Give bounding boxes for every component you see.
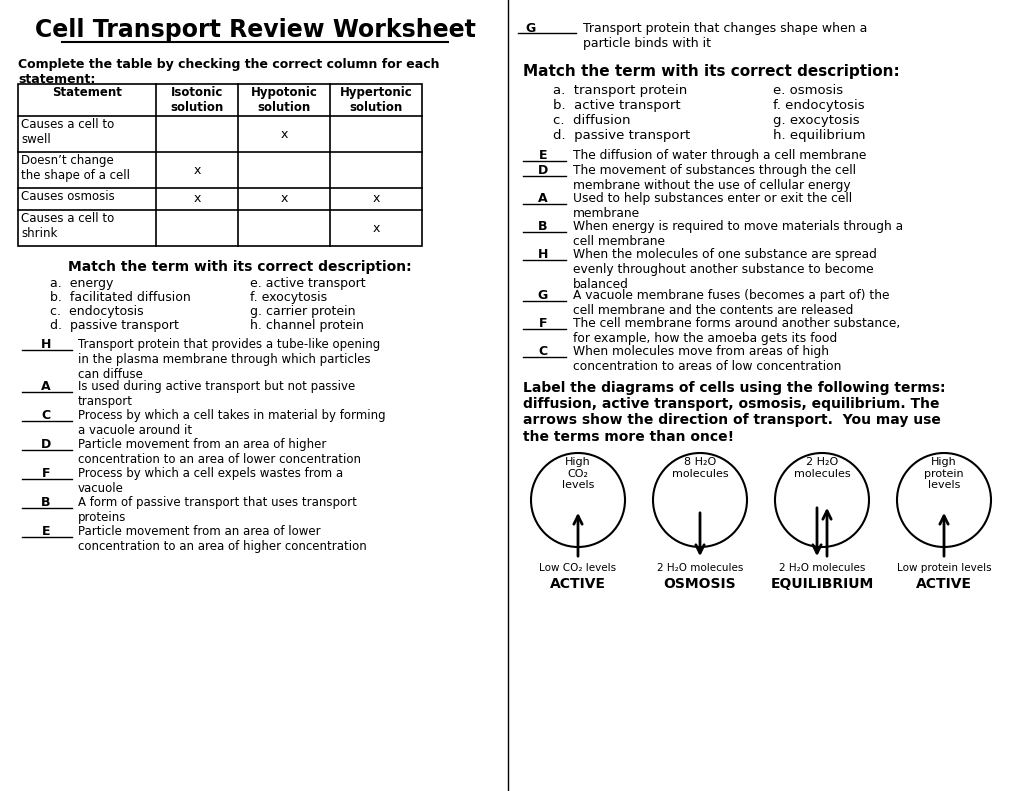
Text: x: x	[194, 192, 201, 206]
Text: G: G	[538, 289, 548, 302]
Text: D: D	[538, 164, 548, 177]
Text: ACTIVE: ACTIVE	[550, 577, 606, 591]
Text: The movement of substances through the cell
membrane without the use of cellular: The movement of substances through the c…	[573, 164, 856, 192]
Text: c.  diffusion: c. diffusion	[553, 114, 631, 127]
Text: x: x	[194, 164, 201, 176]
Text: Causes osmosis: Causes osmosis	[22, 190, 115, 203]
Text: High
CO₂
levels: High CO₂ levels	[562, 457, 594, 490]
Text: D: D	[41, 438, 51, 451]
Text: Particle movement from an area of lower
concentration to an area of higher conce: Particle movement from an area of lower …	[78, 525, 367, 553]
Text: Causes a cell to
swell: Causes a cell to swell	[22, 118, 115, 146]
Text: 8 H₂O
molecules: 8 H₂O molecules	[672, 457, 728, 479]
Text: x: x	[281, 127, 288, 141]
Text: Hypertonic
solution: Hypertonic solution	[340, 86, 413, 114]
Text: Hypotonic
solution: Hypotonic solution	[251, 86, 317, 114]
Text: Isotonic
solution: Isotonic solution	[170, 86, 223, 114]
Text: b.  facilitated diffusion: b. facilitated diffusion	[50, 291, 190, 304]
Text: F: F	[42, 467, 50, 480]
Text: d.  passive transport: d. passive transport	[553, 129, 690, 142]
Text: Low protein levels: Low protein levels	[897, 563, 991, 573]
Text: When energy is required to move materials through a
cell membrane: When energy is required to move material…	[573, 220, 903, 248]
Text: h. equilibrium: h. equilibrium	[773, 129, 865, 142]
Bar	[18, 84, 422, 246]
Text: Process by which a cell takes in material by forming
a vacuole around it: Process by which a cell takes in materia…	[78, 409, 386, 437]
Text: G: G	[525, 22, 536, 35]
Text: Statement: Statement	[52, 86, 122, 99]
Text: g. carrier protein: g. carrier protein	[250, 305, 355, 318]
Text: Transport protein that provides a tube-like opening
in the plasma membrane throu: Transport protein that provides a tube-l…	[78, 338, 380, 381]
Text: e. active transport: e. active transport	[250, 277, 366, 290]
Text: b.  active transport: b. active transport	[553, 99, 681, 112]
Text: Is used during active transport but not passive
transport: Is used during active transport but not …	[78, 380, 355, 408]
Text: Transport protein that changes shape when a
particle binds with it: Transport protein that changes shape whe…	[583, 22, 867, 50]
Text: High
protein
levels: High protein levels	[925, 457, 964, 490]
Text: C: C	[539, 345, 548, 358]
Text: A: A	[539, 192, 548, 205]
Text: Process by which a cell expels wastes from a
vacuole: Process by which a cell expels wastes fr…	[78, 467, 343, 495]
Text: The diffusion of water through a cell membrane: The diffusion of water through a cell me…	[573, 149, 866, 162]
Text: F: F	[539, 317, 547, 330]
Text: OSMOSIS: OSMOSIS	[664, 577, 736, 591]
Text: g. exocytosis: g. exocytosis	[773, 114, 859, 127]
Text: Match the term with its correct description:: Match the term with its correct descript…	[523, 64, 900, 79]
Text: A vacuole membrane fuses (becomes a part of) the
cell membrane and the contents : A vacuole membrane fuses (becomes a part…	[573, 289, 890, 317]
Text: H: H	[538, 248, 548, 261]
Text: Complete the table by checking the correct column for each
statement:: Complete the table by checking the corre…	[18, 58, 439, 86]
Text: Cell Transport Review Worksheet: Cell Transport Review Worksheet	[35, 18, 475, 42]
Text: A form of passive transport that uses transport
proteins: A form of passive transport that uses tr…	[78, 496, 357, 524]
Text: x: x	[373, 192, 380, 206]
Text: a.  energy: a. energy	[50, 277, 114, 290]
Text: Low CO₂ levels: Low CO₂ levels	[540, 563, 616, 573]
Text: 2 H₂O molecules: 2 H₂O molecules	[779, 563, 865, 573]
Text: 2 H₂O molecules: 2 H₂O molecules	[656, 563, 743, 573]
Text: a.  transport protein: a. transport protein	[553, 84, 687, 97]
Text: H: H	[41, 338, 51, 351]
Text: The cell membrane forms around another substance,
for example, how the amoeba ge: The cell membrane forms around another s…	[573, 317, 900, 345]
Text: c.  endocytosis: c. endocytosis	[50, 305, 143, 318]
Text: Used to help substances enter or exit the cell
membrane: Used to help substances enter or exit th…	[573, 192, 852, 220]
Text: EQUILIBRIUM: EQUILIBRIUM	[770, 577, 873, 591]
Text: x: x	[373, 221, 380, 234]
Text: B: B	[539, 220, 548, 233]
Text: e. osmosis: e. osmosis	[773, 84, 843, 97]
Text: f. exocytosis: f. exocytosis	[250, 291, 327, 304]
Text: C: C	[41, 409, 50, 422]
Text: A: A	[41, 380, 51, 393]
Text: Match the term with its correct description:: Match the term with its correct descript…	[69, 260, 412, 274]
Text: When the molecules of one substance are spread
evenly throughout another substan: When the molecules of one substance are …	[573, 248, 877, 291]
Text: E: E	[42, 525, 50, 538]
Text: Particle movement from an area of higher
concentration to an area of lower conce: Particle movement from an area of higher…	[78, 438, 361, 466]
Text: B: B	[41, 496, 51, 509]
Text: x: x	[281, 192, 288, 206]
Text: f. endocytosis: f. endocytosis	[773, 99, 864, 112]
Text: Doesn’t change
the shape of a cell: Doesn’t change the shape of a cell	[22, 154, 130, 182]
Text: E: E	[539, 149, 547, 162]
Text: d.  passive transport: d. passive transport	[50, 319, 179, 332]
Text: Causes a cell to
shrink: Causes a cell to shrink	[22, 212, 115, 240]
Text: When molecules move from areas of high
concentration to areas of low concentrati: When molecules move from areas of high c…	[573, 345, 842, 373]
Text: Label the diagrams of cells using the following terms:
diffusion, active transpo: Label the diagrams of cells using the fo…	[523, 381, 945, 444]
Text: 2 H₂O
molecules: 2 H₂O molecules	[794, 457, 850, 479]
Text: ACTIVE: ACTIVE	[916, 577, 972, 591]
Text: h. channel protein: h. channel protein	[250, 319, 364, 332]
